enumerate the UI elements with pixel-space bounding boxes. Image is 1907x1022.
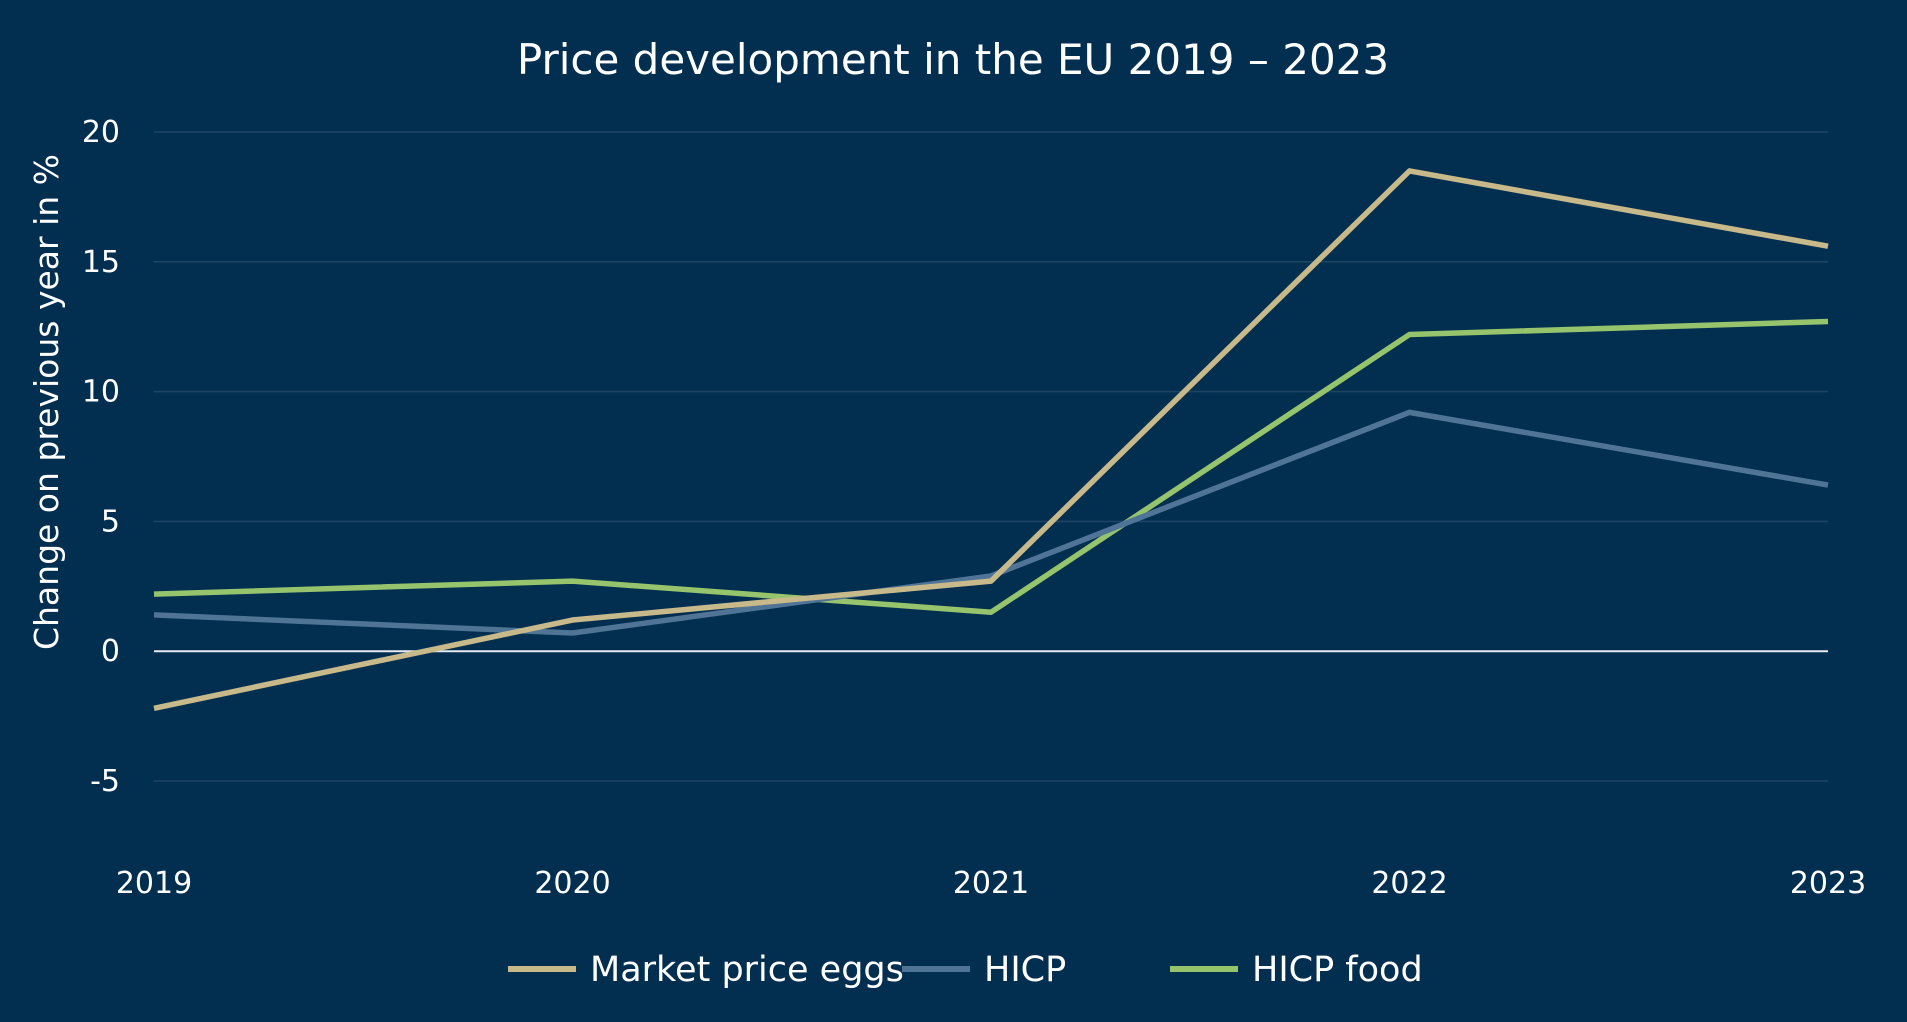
chart-title: Price development in the EU 2019 – 2023: [517, 35, 1389, 84]
series-line-hicp: [153, 409, 1829, 636]
x-axis-ticks: 2019 2020 2021 2022 2023: [116, 866, 1866, 901]
y-axis-ticks: 20 15 10 5 0 -5: [82, 115, 120, 799]
y-tick-label: 15: [82, 245, 120, 280]
x-tick-label: 2021: [953, 866, 1029, 901]
x-tick-label: 2022: [1371, 866, 1447, 901]
legend-label: HICP food: [1252, 950, 1423, 990]
y-tick-label: -5: [90, 764, 120, 799]
y-tick-label: 10: [82, 375, 120, 410]
legend: Market price eggs HICP HICP food: [508, 950, 1423, 990]
y-axis-label: Change on previous year in %: [27, 154, 66, 650]
y-tick-label: 20: [82, 115, 120, 150]
x-tick-label: 2019: [116, 866, 192, 901]
x-tick-label: 2023: [1790, 866, 1866, 901]
series-line-market-price-eggs: [153, 168, 1829, 712]
legend-label: Market price eggs: [590, 950, 904, 990]
y-tick-label: 0: [101, 634, 120, 669]
x-tick-label: 2020: [534, 866, 610, 901]
series-lines: [153, 168, 1829, 712]
legend-label: HICP: [984, 950, 1066, 990]
series-line-hicp-food: [153, 318, 1829, 616]
gridlines: [154, 131, 1828, 782]
y-tick-label: 5: [101, 504, 120, 539]
